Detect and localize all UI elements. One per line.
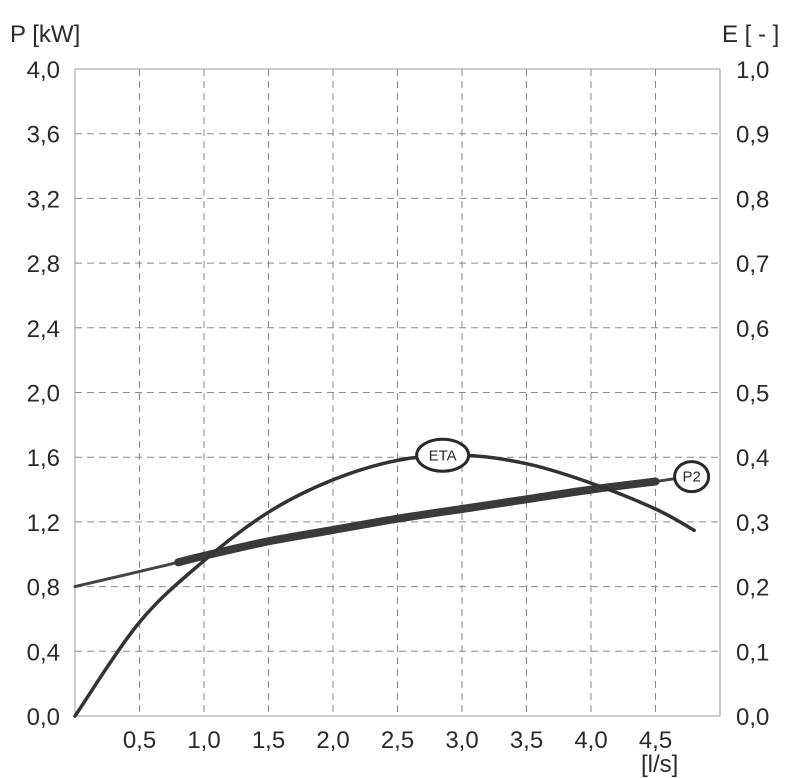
- x-tick-label: 4,0: [574, 727, 607, 754]
- x-tick-label: 3,5: [510, 727, 543, 754]
- plot-frame: [74, 68, 721, 717]
- y-right-tick-label: 0,7: [736, 251, 769, 278]
- x-tick-label: 0,5: [123, 727, 156, 754]
- curve-labels: ETA P2: [415, 437, 711, 494]
- x-tick-label: 2,5: [381, 727, 414, 754]
- y-left-tick-label: 0,0: [27, 704, 60, 731]
- x-axis-ticks: 0,5 1,0 1,5 2,0 2,5 3,0 3,5 4,0 4,5: [123, 727, 672, 754]
- x-tick-label: 4,5: [639, 727, 672, 754]
- y-left-tick-label: 0,4: [27, 639, 60, 666]
- y-right-tick-label: 0,9: [736, 122, 769, 149]
- y-right-tick-label: 0,0: [736, 704, 769, 731]
- y-right-tick-label: 0,3: [736, 510, 769, 537]
- left-axis-ticks: 0,0 0,4 0,8 1,2 1,6 2,0 2,4 2,8 3,2 3,6 4,0: [27, 57, 60, 731]
- y-right-tick-label: 1,0: [736, 57, 769, 84]
- y-left-tick-label: 1,6: [27, 445, 60, 472]
- y-left-axis-title: P [kW]: [10, 21, 80, 48]
- y-right-tick-label: 0,6: [736, 316, 769, 343]
- x-tick-label: 1,5: [252, 727, 285, 754]
- x-axis-title: [l/s]: [641, 751, 678, 778]
- y-left-tick-label: 0,8: [27, 575, 60, 602]
- y-left-tick-label: 2,4: [27, 316, 60, 343]
- y-right-tick-label: 0,4: [736, 445, 769, 472]
- series-line-p2: [73, 475, 690, 589]
- grid: [75, 69, 720, 716]
- y-right-axis-title: E [ - ]: [722, 21, 779, 48]
- y-left-tick-label: 2,0: [27, 381, 60, 408]
- curve-label-p2: P2: [682, 469, 700, 486]
- x-tick-label: 2,0: [316, 727, 349, 754]
- y-right-tick-label: 0,5: [736, 381, 769, 408]
- y-left-tick-label: 3,6: [27, 122, 60, 149]
- curve-badge-eta: [415, 437, 471, 473]
- y-right-tick-label: 0,1: [736, 639, 769, 666]
- series-layer: [73, 453, 696, 718]
- y-left-tick-label: 1,2: [27, 510, 60, 537]
- x-tick-label: 1,0: [187, 727, 220, 754]
- series-line-eta: [73, 453, 696, 718]
- curve-label-eta: ETA: [429, 447, 457, 464]
- series-line-p2-operating-range: [174, 477, 660, 567]
- x-tick-label: 3,0: [445, 727, 478, 754]
- y-right-tick-label: 0,2: [736, 575, 769, 602]
- y-left-tick-label: 4,0: [27, 57, 60, 84]
- y-left-tick-label: 2,8: [27, 251, 60, 278]
- curve-badge-p2: [673, 460, 711, 494]
- right-axis-ticks: 0,0 0,1 0,2 0,3 0,4 0,5 0,6 0,7 0,8 0,9 1,0: [736, 57, 769, 731]
- y-right-tick-label: 0,8: [736, 186, 769, 213]
- y-left-tick-label: 3,2: [27, 186, 60, 213]
